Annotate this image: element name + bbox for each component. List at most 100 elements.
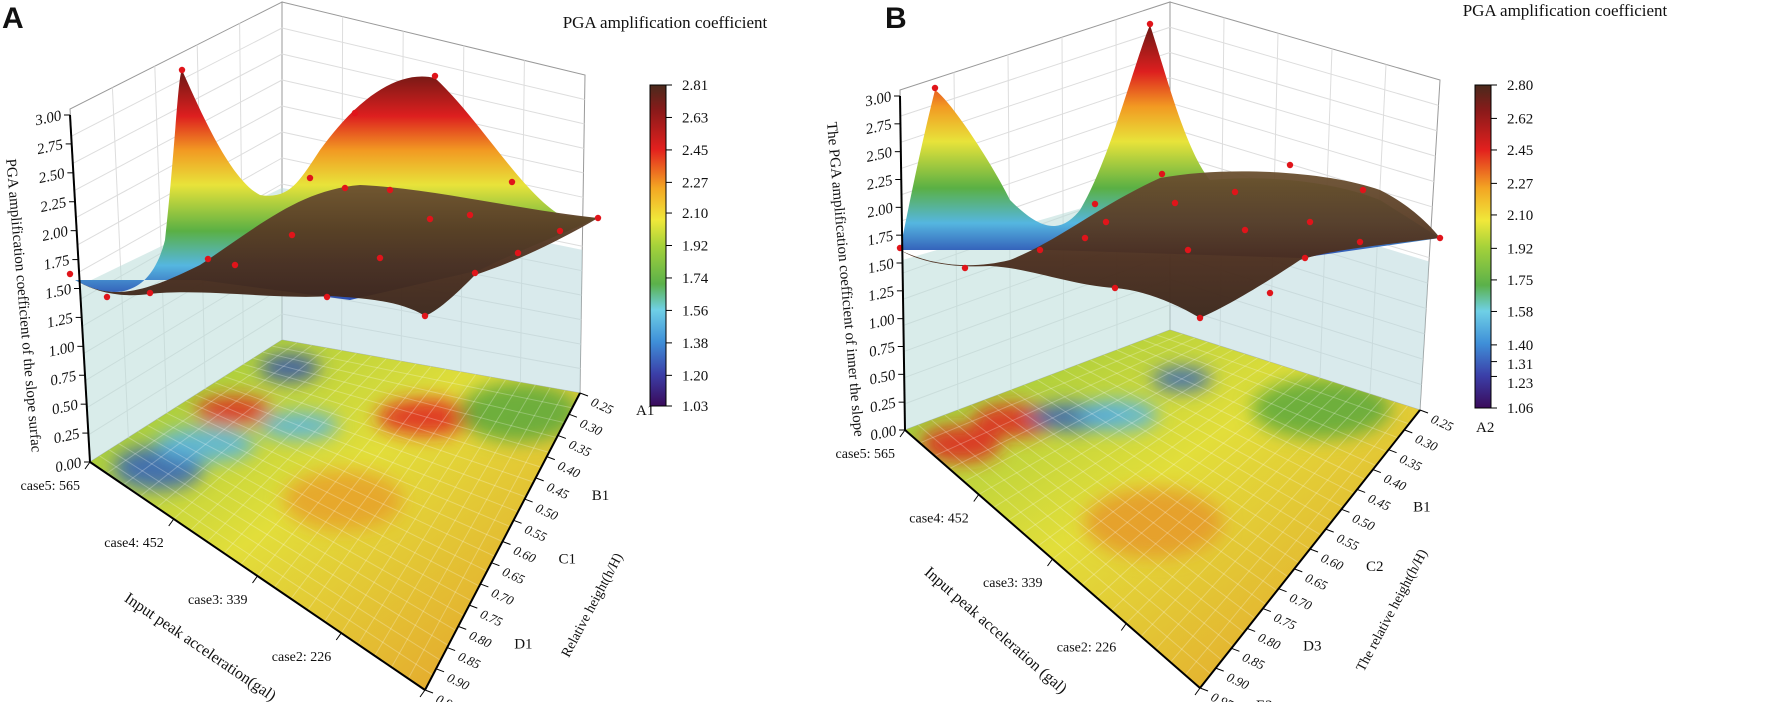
- y-tick-label: 0.40: [556, 458, 583, 481]
- contour-blob: [376, 399, 477, 436]
- data-point: [1359, 186, 1367, 194]
- mesh-line: [997, 394, 1278, 592]
- mesh-line: [262, 351, 565, 424]
- data-point: [421, 312, 429, 320]
- data-point: [341, 184, 349, 192]
- mesh-line: [1066, 373, 1308, 573]
- data-point: [288, 231, 296, 239]
- z-tick-label: 1.75: [42, 253, 71, 274]
- colorbar-tick-label: 2.27: [1507, 176, 1534, 192]
- mesh-line: [1143, 339, 1399, 439]
- mesh-line: [963, 345, 1221, 483]
- gridline: [1169, 102, 1434, 183]
- mesh-line: [307, 374, 477, 611]
- z-tick-label: 1.00: [47, 339, 76, 360]
- data-point: [1171, 199, 1179, 207]
- data-point: [431, 72, 439, 80]
- colorbar-tick-label: 1.92: [1507, 241, 1533, 257]
- data-point: [426, 215, 434, 223]
- y-tick: [424, 689, 434, 694]
- y-marker-label: A1: [636, 403, 654, 419]
- y-tick-label: 0.85: [1240, 649, 1267, 672]
- y-tick-label: 0.80: [1256, 630, 1283, 653]
- y-marker-label: C2: [1366, 559, 1384, 575]
- colorbar-tick-label: 1.31: [1507, 357, 1533, 373]
- panel-letter: B: [885, 2, 907, 35]
- y-tick: [1404, 429, 1413, 434]
- data-point: [594, 214, 602, 222]
- data-point: [66, 270, 74, 278]
- z-tick-label: 2.50: [37, 166, 66, 187]
- contour-blob: [259, 411, 340, 440]
- y-tick-label: 0.30: [578, 415, 605, 438]
- panel-b: B 0.00 0.25 0.50 0.75 1.00 1.25 1.50 1.75 2.00 2.2…: [823, 1, 1668, 702]
- mesh-line: [123, 344, 313, 486]
- z-tick-label: 2.75: [864, 117, 893, 138]
- data-point: [1184, 246, 1192, 254]
- y-tick: [458, 625, 467, 630]
- floor-blobs: [920, 366, 1392, 558]
- z-tick-label: 0.50: [51, 397, 80, 418]
- z-tick-label: 2.00: [41, 224, 70, 245]
- x-tick-label: case5: 565: [21, 479, 80, 494]
- gridline: [1169, 127, 1433, 208]
- colorbar: [649, 84, 667, 407]
- mesh-line: [391, 387, 551, 668]
- data-point: [961, 264, 969, 272]
- data-point: [1436, 234, 1444, 242]
- data-point: [1241, 226, 1249, 234]
- panel-letter: A: [2, 2, 24, 35]
- y-tick: [513, 519, 522, 524]
- colorbar-tick-label: 1.40: [1507, 338, 1533, 354]
- x-tick-label: case3: 339: [188, 593, 247, 608]
- y-tick-label: 0.45: [1366, 491, 1393, 514]
- y-tick: [480, 583, 489, 588]
- mesh-line: [206, 358, 387, 543]
- y-tick-label: 0.65: [500, 564, 527, 587]
- mesh-line: [1037, 379, 1311, 550]
- x-tick: [1120, 623, 1127, 631]
- gridline: [281, 27, 585, 100]
- mesh-line: [957, 409, 1245, 633]
- mesh-line: [1103, 354, 1366, 480]
- mesh-line: [139, 347, 328, 497]
- y-tick-label: 0.35: [567, 437, 594, 460]
- gridline: [1169, 51, 1438, 132]
- colorbar-tick-label: 1.58: [1507, 304, 1533, 320]
- colorbar-tick-label: 1.03: [682, 399, 708, 415]
- mesh-line: [1096, 381, 1333, 599]
- data-point: [204, 255, 212, 263]
- y-tick: [1262, 608, 1272, 613]
- mesh-line: [195, 394, 511, 528]
- y-marker-label: B1: [592, 488, 610, 504]
- mesh-line: [108, 449, 441, 661]
- mesh-line: [1155, 397, 1383, 650]
- z-tick-label: 3.00: [863, 89, 893, 110]
- mesh-line: [1090, 359, 1355, 494]
- colorbar-tick-label: 1.23: [1507, 376, 1533, 392]
- mesh-line: [931, 419, 1223, 661]
- x-tick-label: case2: 226: [1057, 641, 1116, 656]
- y-tick-label: 0.55: [1334, 530, 1361, 553]
- y-tick-label: 0.70: [1287, 590, 1314, 613]
- colorbar-tick-label: 1.56: [682, 303, 709, 319]
- y-tick: [502, 541, 511, 545]
- contour-blob: [282, 470, 403, 531]
- mesh-line: [166, 412, 488, 572]
- data-point: [1091, 200, 1099, 208]
- z-tick-label: 0.25: [52, 426, 81, 447]
- mesh-line: [1007, 357, 1258, 521]
- y-tick: [1309, 548, 1319, 553]
- y-tick-label: 0.65: [1303, 570, 1330, 593]
- floor-contour-map: [905, 330, 1420, 688]
- data-point: [1266, 289, 1274, 297]
- data-point: [1111, 284, 1119, 292]
- z-tick-label: 1.25: [46, 310, 75, 331]
- data-point: [1158, 170, 1166, 178]
- y-tick: [1231, 647, 1240, 652]
- mesh-line: [214, 382, 526, 498]
- y-tick-label: 0.95: [434, 691, 461, 702]
- mesh-line: [240, 363, 417, 565]
- y-tick-label: 0.60: [1319, 550, 1346, 573]
- x-tick: [84, 461, 91, 470]
